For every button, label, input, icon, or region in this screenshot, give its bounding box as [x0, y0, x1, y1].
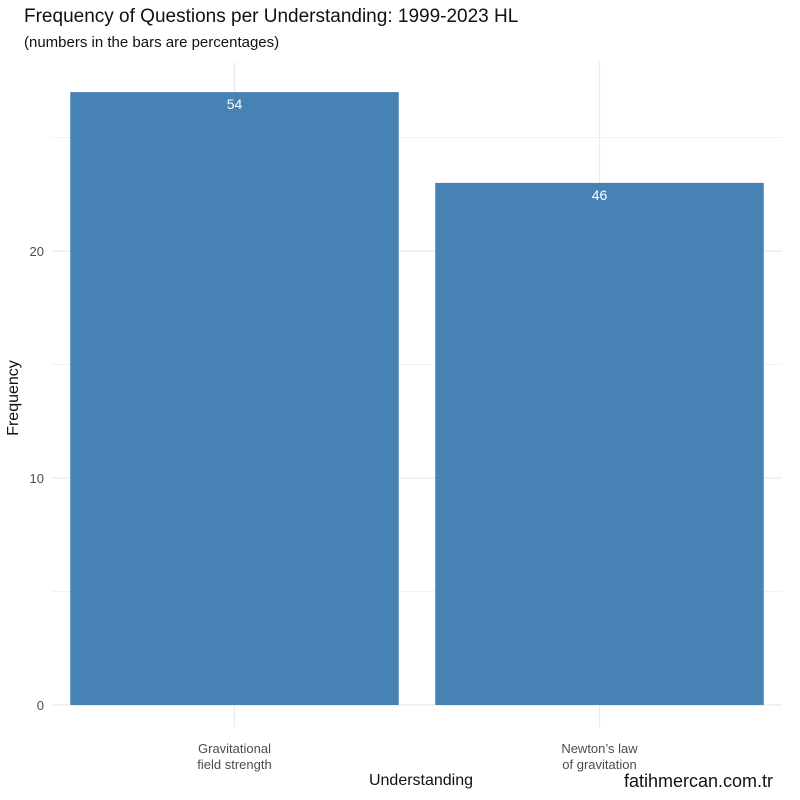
bar [70, 92, 399, 706]
bar-value-label: 54 [227, 96, 243, 112]
x-tick-label: field strength [197, 757, 271, 772]
bar [435, 182, 764, 705]
x-tick-label: Gravitational [198, 741, 271, 756]
y-tick-label: 10 [30, 471, 44, 486]
x-tick-label: Newton’s law [561, 741, 638, 756]
y-tick-label: 20 [30, 244, 44, 259]
bar-value-label: 46 [592, 187, 608, 203]
chart-title: Frequency of Questions per Understanding… [24, 6, 519, 27]
x-axis-label: Understanding [368, 772, 474, 789]
chart-subtitle: (numbers in the bars are percentages) [24, 34, 280, 51]
y-tick-label: 0 [37, 698, 44, 713]
x-tick-label: of gravitation [562, 757, 636, 772]
watermark: fatihmercan.com.tr [623, 771, 773, 791]
y-axis-label: Frequency [5, 360, 22, 436]
